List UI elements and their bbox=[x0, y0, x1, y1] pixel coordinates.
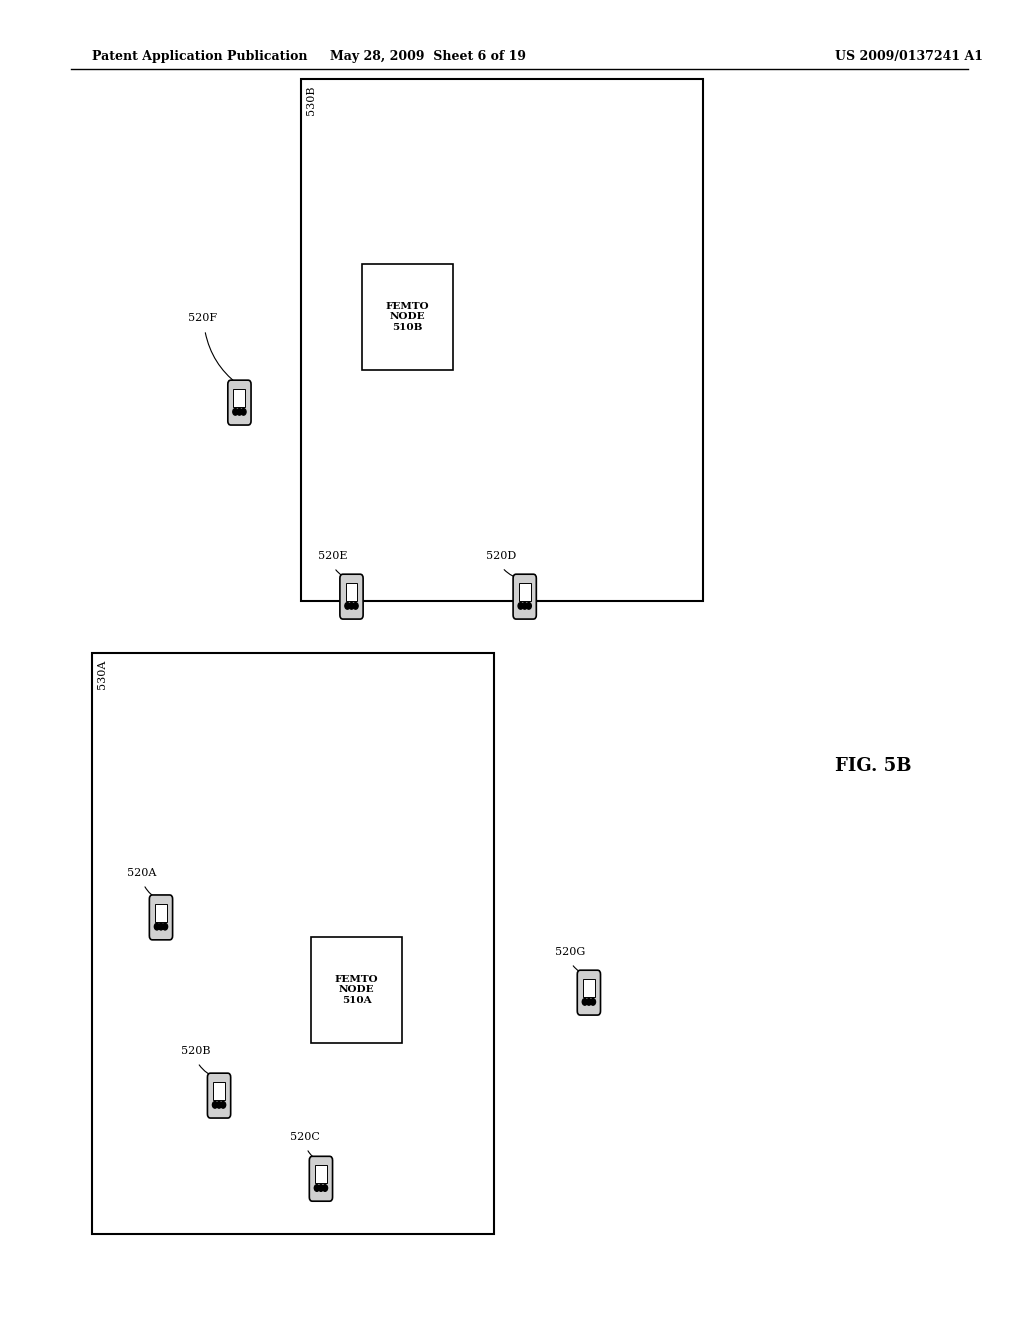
Circle shape bbox=[237, 409, 242, 414]
Bar bbox=[315, 1166, 327, 1183]
Circle shape bbox=[212, 1101, 217, 1109]
Text: May 28, 2009  Sheet 6 of 19: May 28, 2009 Sheet 6 of 19 bbox=[330, 50, 526, 63]
Bar bbox=[213, 1082, 225, 1101]
Text: FEMTO
NODE
510A: FEMTO NODE 510A bbox=[335, 975, 379, 1005]
Text: 520C: 520C bbox=[291, 1131, 321, 1142]
FancyBboxPatch shape bbox=[340, 574, 364, 619]
Bar bbox=[155, 903, 167, 921]
Circle shape bbox=[345, 602, 350, 609]
Circle shape bbox=[241, 409, 246, 414]
Bar bbox=[301, 79, 703, 601]
Text: 530B: 530B bbox=[305, 86, 315, 115]
FancyBboxPatch shape bbox=[578, 970, 600, 1015]
Text: US 2009/0137241 A1: US 2009/0137241 A1 bbox=[836, 50, 983, 63]
Circle shape bbox=[591, 998, 596, 1006]
Circle shape bbox=[155, 924, 160, 929]
Bar bbox=[519, 582, 530, 601]
Circle shape bbox=[318, 1185, 324, 1191]
Text: 520G: 520G bbox=[555, 946, 586, 957]
Circle shape bbox=[216, 1101, 221, 1109]
FancyBboxPatch shape bbox=[309, 1156, 333, 1201]
FancyBboxPatch shape bbox=[227, 380, 251, 425]
Circle shape bbox=[232, 409, 238, 414]
Bar bbox=[233, 388, 246, 407]
Circle shape bbox=[353, 602, 358, 609]
Circle shape bbox=[518, 602, 523, 609]
Bar bbox=[92, 653, 495, 1234]
Text: 520A: 520A bbox=[127, 867, 157, 878]
Text: 520E: 520E bbox=[317, 550, 347, 561]
Text: 530A: 530A bbox=[97, 660, 106, 689]
Text: 520F: 520F bbox=[188, 313, 218, 323]
Circle shape bbox=[349, 602, 354, 609]
Bar bbox=[361, 264, 454, 370]
Circle shape bbox=[314, 1185, 319, 1191]
FancyBboxPatch shape bbox=[150, 895, 173, 940]
Circle shape bbox=[526, 602, 531, 609]
Text: FIG. 5B: FIG. 5B bbox=[836, 756, 912, 775]
Text: Patent Application Publication: Patent Application Publication bbox=[92, 50, 307, 63]
Text: 520D: 520D bbox=[486, 550, 516, 561]
Circle shape bbox=[583, 998, 588, 1006]
FancyBboxPatch shape bbox=[208, 1073, 230, 1118]
Circle shape bbox=[159, 924, 164, 929]
Text: FEMTO
NODE
510B: FEMTO NODE 510B bbox=[386, 302, 429, 331]
Bar bbox=[310, 937, 402, 1043]
Bar bbox=[583, 979, 595, 998]
Circle shape bbox=[163, 924, 168, 929]
Text: 520B: 520B bbox=[181, 1045, 211, 1056]
Bar bbox=[345, 582, 357, 601]
Circle shape bbox=[522, 602, 527, 609]
FancyBboxPatch shape bbox=[513, 574, 537, 619]
Circle shape bbox=[220, 1101, 225, 1109]
Circle shape bbox=[587, 998, 592, 1006]
Circle shape bbox=[323, 1185, 328, 1191]
